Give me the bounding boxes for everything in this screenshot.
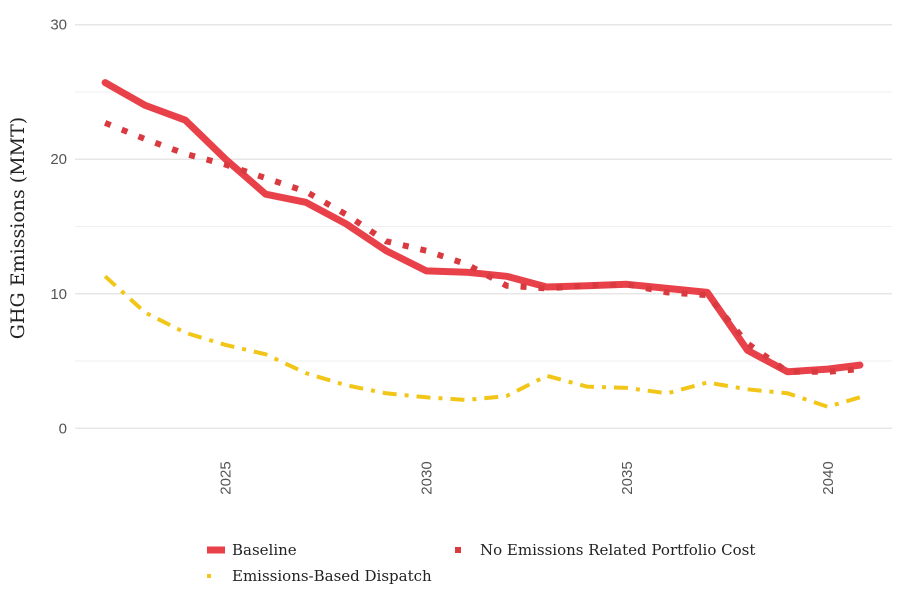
series-line-baseline [101,79,864,376]
x-tick-label: 2035 [619,461,636,494]
legend-label-baseline: Baseline [232,541,297,559]
y-tick-label: 0 [59,420,67,437]
y-tick-label: 20 [50,151,67,168]
legend: Baseline No Emissions Related Portfolio C… [207,541,755,585]
x-tick-label: 2030 [418,461,435,494]
series-line-emissions-based-dispatch [103,274,861,409]
y-tick-label: 30 [50,17,67,34]
x-tick-label: 2025 [218,461,235,494]
x-tick-label: 2040 [820,461,837,494]
y-axis-title: GHG Emissions (MMT) [7,117,29,339]
x-tick-labels: 2025 2030 2035 2040 [218,461,837,494]
series-lines [101,79,864,409]
y-tick-labels: 0 10 20 30 [50,17,67,438]
legend-label-emissions-based-dispatch: Emissions-Based Dispatch [232,567,432,585]
gridlines [75,24,892,429]
legend-label-no-emissions-related-portfolio-cost: No Emissions Related Portfolio Cost [480,541,755,559]
series-line-no-emissions-related-portfolio-cost [103,120,861,375]
y-tick-label: 10 [50,286,67,303]
